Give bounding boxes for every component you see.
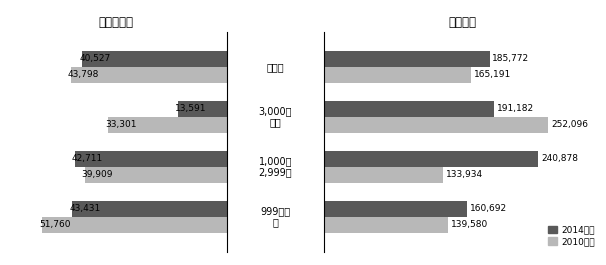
Bar bbox=[85, 167, 227, 183]
Bar bbox=[324, 201, 467, 217]
Text: 240,878: 240,878 bbox=[541, 154, 578, 163]
Text: 252,096: 252,096 bbox=[551, 120, 588, 129]
Text: 40,527: 40,527 bbox=[79, 54, 111, 63]
Title: 入社前教育: 入社前教育 bbox=[99, 16, 134, 29]
Text: 133,934: 133,934 bbox=[446, 170, 483, 179]
Text: 185,772: 185,772 bbox=[492, 54, 529, 63]
Text: 1,000～
2,999人: 1,000～ 2,999人 bbox=[259, 156, 292, 178]
Text: 43,431: 43,431 bbox=[69, 204, 101, 213]
Legend: 2014年度, 2010年度: 2014年度, 2010年度 bbox=[547, 225, 596, 247]
Bar bbox=[72, 201, 227, 217]
Text: 165,191: 165,191 bbox=[474, 70, 511, 79]
Bar bbox=[82, 51, 227, 67]
Bar bbox=[324, 117, 548, 133]
Bar bbox=[324, 67, 471, 83]
Text: 33,301: 33,301 bbox=[105, 120, 137, 129]
Bar bbox=[42, 217, 227, 233]
Bar bbox=[108, 117, 227, 133]
Text: 3,000人
以上: 3,000人 以上 bbox=[259, 106, 292, 127]
Bar bbox=[324, 151, 539, 167]
Text: 13,591: 13,591 bbox=[175, 104, 207, 113]
Text: 51,760: 51,760 bbox=[39, 220, 71, 229]
Bar bbox=[324, 51, 490, 67]
Title: 導入教育: 導入教育 bbox=[448, 16, 476, 29]
Bar bbox=[324, 217, 448, 233]
Text: 42,711: 42,711 bbox=[72, 154, 103, 163]
Bar bbox=[324, 101, 494, 117]
Bar bbox=[71, 67, 227, 83]
Text: 調査計: 調査計 bbox=[267, 62, 284, 72]
Text: 39,909: 39,909 bbox=[82, 170, 113, 179]
Bar bbox=[324, 167, 444, 183]
Text: 139,580: 139,580 bbox=[451, 220, 488, 229]
Bar bbox=[75, 151, 227, 167]
Text: 191,182: 191,182 bbox=[497, 104, 534, 113]
Text: 999人以
下: 999人以 下 bbox=[261, 206, 290, 228]
Text: 160,692: 160,692 bbox=[470, 204, 507, 213]
Bar bbox=[178, 101, 227, 117]
Text: 43,798: 43,798 bbox=[68, 70, 99, 79]
